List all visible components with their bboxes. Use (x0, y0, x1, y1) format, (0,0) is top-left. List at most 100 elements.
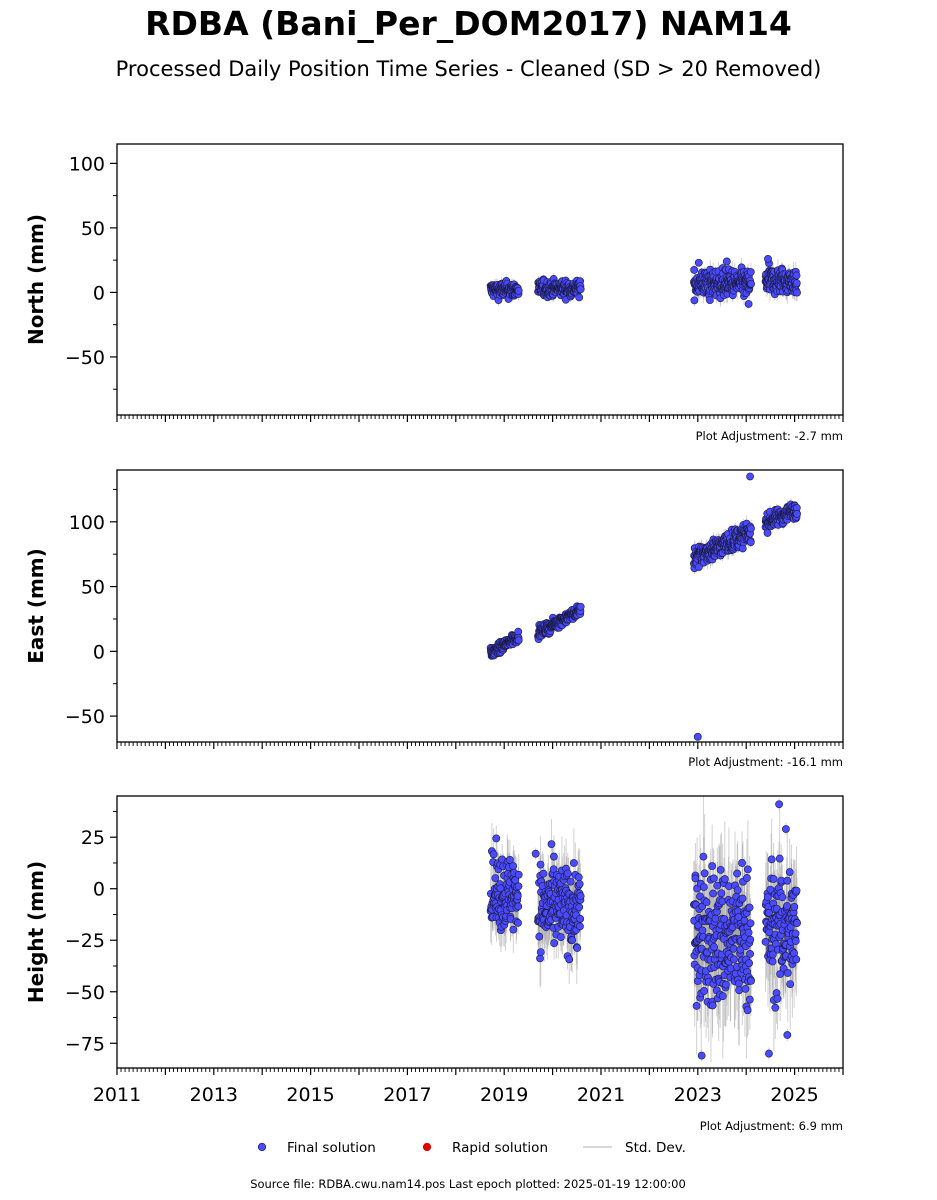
data-point (509, 925, 518, 934)
y-axis-label: Height (mm) (24, 861, 48, 1003)
data-point (738, 859, 746, 867)
data-point (786, 980, 795, 988)
data-point (575, 293, 584, 302)
data-point (514, 286, 523, 295)
data-point (492, 834, 501, 843)
legend-label: Final solution (287, 1140, 376, 1156)
data-point (792, 886, 801, 895)
data-point (700, 869, 709, 878)
plot-area (486, 254, 801, 308)
data-point (767, 855, 776, 864)
std-dev-bars (490, 472, 798, 741)
legend-label: Std. Dev. (625, 1140, 686, 1156)
data-point (746, 268, 755, 276)
data-point (736, 945, 745, 954)
data-point (745, 903, 754, 912)
data-point (575, 903, 584, 912)
data-point (783, 1031, 792, 1039)
data-point (576, 922, 584, 931)
data-point (769, 875, 778, 883)
data-point (790, 903, 799, 911)
data-point (792, 279, 801, 287)
final-solution-points (486, 472, 801, 741)
data-point (765, 1049, 773, 1058)
data-point (747, 976, 755, 985)
data-point (690, 266, 699, 274)
data-point (747, 279, 755, 288)
data-point (775, 854, 784, 863)
y-tick-label: −75 (65, 1033, 105, 1055)
data-point (733, 886, 742, 895)
data-point (743, 1006, 752, 1015)
data-point (743, 874, 751, 882)
data-point (791, 929, 800, 938)
data-point (709, 889, 718, 898)
data-point (692, 1002, 701, 1010)
y-tick-label: 25 (81, 827, 105, 849)
data-point (741, 984, 750, 993)
data-point (547, 840, 556, 849)
data-point (514, 918, 522, 927)
data-point (569, 859, 578, 867)
data-point (514, 902, 523, 911)
data-point (576, 285, 585, 294)
data-point (716, 865, 725, 874)
panel-height: 25 0 −25 −50 −75 2011 2013 2015 2017 2019 2021 2023… (24, 795, 844, 1133)
panel-north: 100 50 0 −50 North (mm) Plot Adjustment: -2.7… (24, 143, 844, 443)
data-point (718, 992, 727, 1001)
data-point (763, 529, 772, 537)
panel-east: 100 50 0 −50 East (mm) Plot Adjustment: -16.1… (24, 469, 844, 769)
chart-title: RDBA (Bani_Per_DOM2017) NAM14 (145, 4, 792, 43)
data-point (778, 893, 787, 902)
data-point (690, 296, 699, 305)
data-point (776, 970, 785, 978)
data-point (694, 563, 703, 572)
plot-adjustment-label: Plot Adjustment: -16.1 mm (688, 755, 843, 769)
data-point (746, 919, 755, 928)
data-point (549, 852, 558, 861)
data-point (557, 933, 565, 941)
legend-marker (422, 1142, 432, 1152)
y-tick-label: 50 (81, 577, 105, 599)
y-tick-label: 0 (93, 282, 105, 304)
x-tick-label: 2011 (93, 1084, 141, 1106)
data-point (536, 860, 545, 869)
data-point (576, 602, 585, 611)
legend-item: Rapid solution (422, 1140, 548, 1156)
data-point (744, 300, 753, 308)
plot-area (486, 796, 801, 1063)
x-tick-label: 2013 (190, 1084, 238, 1106)
data-point (699, 852, 708, 861)
data-point (765, 908, 773, 917)
data-point (489, 850, 498, 859)
y-tick-label: 100 (69, 512, 105, 534)
data-point (775, 800, 784, 809)
data-point (745, 995, 754, 1004)
data-point (768, 950, 777, 959)
x-tick-label: 2023 (674, 1084, 722, 1106)
data-point (792, 955, 801, 964)
x-tick-label: 2025 (770, 1084, 818, 1106)
data-point (793, 919, 801, 927)
data-point (573, 944, 582, 952)
data-point (744, 928, 753, 937)
data-point (708, 1001, 717, 1010)
data-point (693, 732, 702, 741)
chart-subtitle: Processed Daily Position Time Series - C… (115, 57, 822, 81)
data-point (729, 944, 738, 953)
data-point (746, 949, 754, 958)
y-tick-label: −50 (65, 706, 105, 728)
data-point (509, 862, 518, 870)
data-point (717, 889, 726, 898)
y-tick-label: −25 (65, 930, 105, 952)
x-tick-label: 2019 (480, 1084, 528, 1106)
data-point (783, 969, 792, 977)
x-tick-label: 2021 (577, 1084, 625, 1106)
data-point (738, 894, 747, 903)
data-point (549, 865, 558, 874)
data-point (491, 874, 500, 883)
legend-label: Rapid solution (452, 1140, 548, 1156)
data-point (730, 955, 738, 964)
data-point (722, 257, 731, 266)
